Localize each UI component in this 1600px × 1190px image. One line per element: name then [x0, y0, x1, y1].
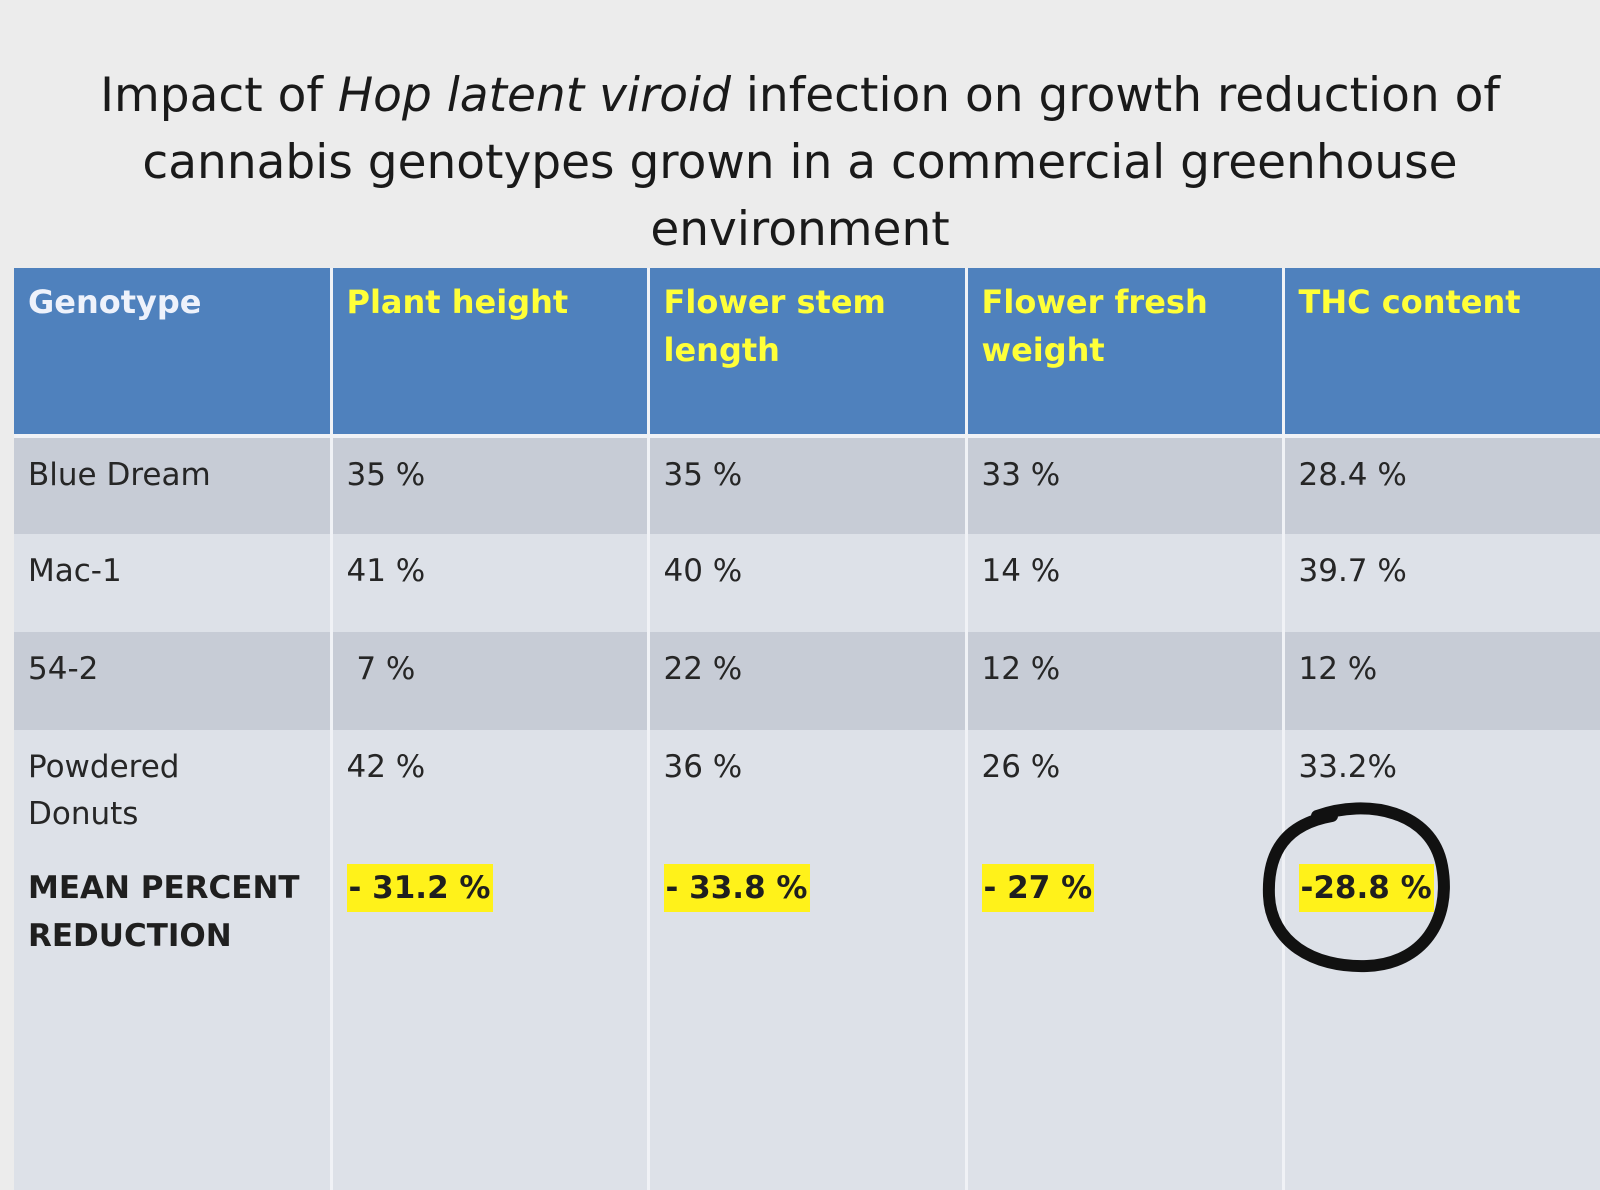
- cell-genotype: Mac-1: [14, 534, 331, 632]
- cell-mean-plant-height: - 31.2 %: [329, 858, 648, 1190]
- mean-percent-reduction-label: MEAN PERCENT REDUCTION: [28, 870, 300, 954]
- cell-thc-content: 28.4 %: [1281, 436, 1600, 534]
- header-plant-height: Plant height: [329, 268, 648, 438]
- cell-mean-flower-stem-length: - 33.8 %: [646, 858, 966, 1190]
- cell-genotype: 54-2: [14, 632, 331, 730]
- results-table: Genotype Plant height Flower stem length…: [14, 268, 1600, 1190]
- cell-genotype: Powdered Donuts: [14, 730, 331, 858]
- title-line-3: environment: [650, 202, 950, 257]
- cell-flower-stem-length: 40 %: [646, 534, 966, 632]
- mean-plant-height-value: - 31.2 %: [346, 864, 493, 912]
- table-row-mean-reduction: MEAN PERCENT REDUCTION - 31.2 % - 33.8 %…: [14, 802, 1600, 1190]
- cell-thc-content: 33.2%: [1281, 730, 1600, 858]
- cell-mean-label: MEAN PERCENT REDUCTION: [14, 858, 331, 1190]
- title-prefix: Impact of: [100, 68, 338, 123]
- header-genotype: Genotype: [14, 268, 331, 438]
- cell-thc-content: 39.7 %: [1281, 534, 1600, 632]
- cell-plant-height: 7 %: [329, 632, 648, 730]
- header-flower-stem-length: Flower stem length: [646, 268, 966, 438]
- cell-flower-fresh-weight: 33 %: [964, 436, 1283, 534]
- table-row-powdered-donuts: Powdered Donuts 42 % 36 % 26 % 33.2%: [14, 730, 1600, 858]
- cell-flower-fresh-weight: 14 %: [964, 534, 1283, 632]
- table-row-mac-1: Mac-1 41 % 40 % 14 % 39.7 %: [14, 534, 1600, 632]
- cell-flower-fresh-weight: 12 %: [964, 632, 1283, 730]
- cell-flower-fresh-weight: 26 %: [964, 730, 1283, 858]
- header-thc-content: THC content: [1281, 268, 1600, 438]
- cell-mean-thc-content: -28.8 %: [1262, 802, 1600, 1190]
- cell-mean-flower-fresh-weight: - 27 %: [964, 858, 1283, 1190]
- mean-thc-content-value: -28.8 %: [1298, 864, 1434, 912]
- circled-annotation: -28.8 %: [1262, 802, 1450, 973]
- cell-flower-stem-length: 36 %: [646, 730, 966, 858]
- slide-title: Impact of Hop latent viroid infection on…: [0, 62, 1600, 263]
- cell-flower-stem-length: 22 %: [646, 632, 966, 730]
- cell-plant-height: 35 %: [329, 436, 648, 534]
- cell-plant-height: 41 %: [329, 534, 648, 632]
- title-line-2: cannabis genotypes grown in a commercial…: [142, 135, 1458, 190]
- table-row-blue-dream: Blue Dream 35 % 35 % 33 % 28.4 %: [14, 436, 1600, 534]
- cell-thc-content: 12 %: [1281, 632, 1600, 730]
- header-flower-fresh-weight: Flower fresh weight: [964, 268, 1283, 438]
- mean-flower-fresh-weight-value: - 27 %: [981, 864, 1095, 912]
- title-line-1: Impact of Hop latent viroid infection on…: [0, 62, 1600, 129]
- table-header: Genotype Plant height Flower stem length…: [14, 268, 1600, 438]
- cell-genotype: Blue Dream: [14, 436, 331, 534]
- cell-plant-height: 42 %: [329, 730, 648, 858]
- mean-flower-stem-length-value: - 33.8 %: [663, 864, 810, 912]
- table-row-54-2: 54-2 7 % 22 % 12 % 12 %: [14, 632, 1600, 730]
- title-suffix: infection on growth reduction of: [730, 68, 1500, 123]
- cell-flower-stem-length: 35 %: [646, 436, 966, 534]
- title-italic-viroid: Hop latent viroid: [337, 68, 731, 123]
